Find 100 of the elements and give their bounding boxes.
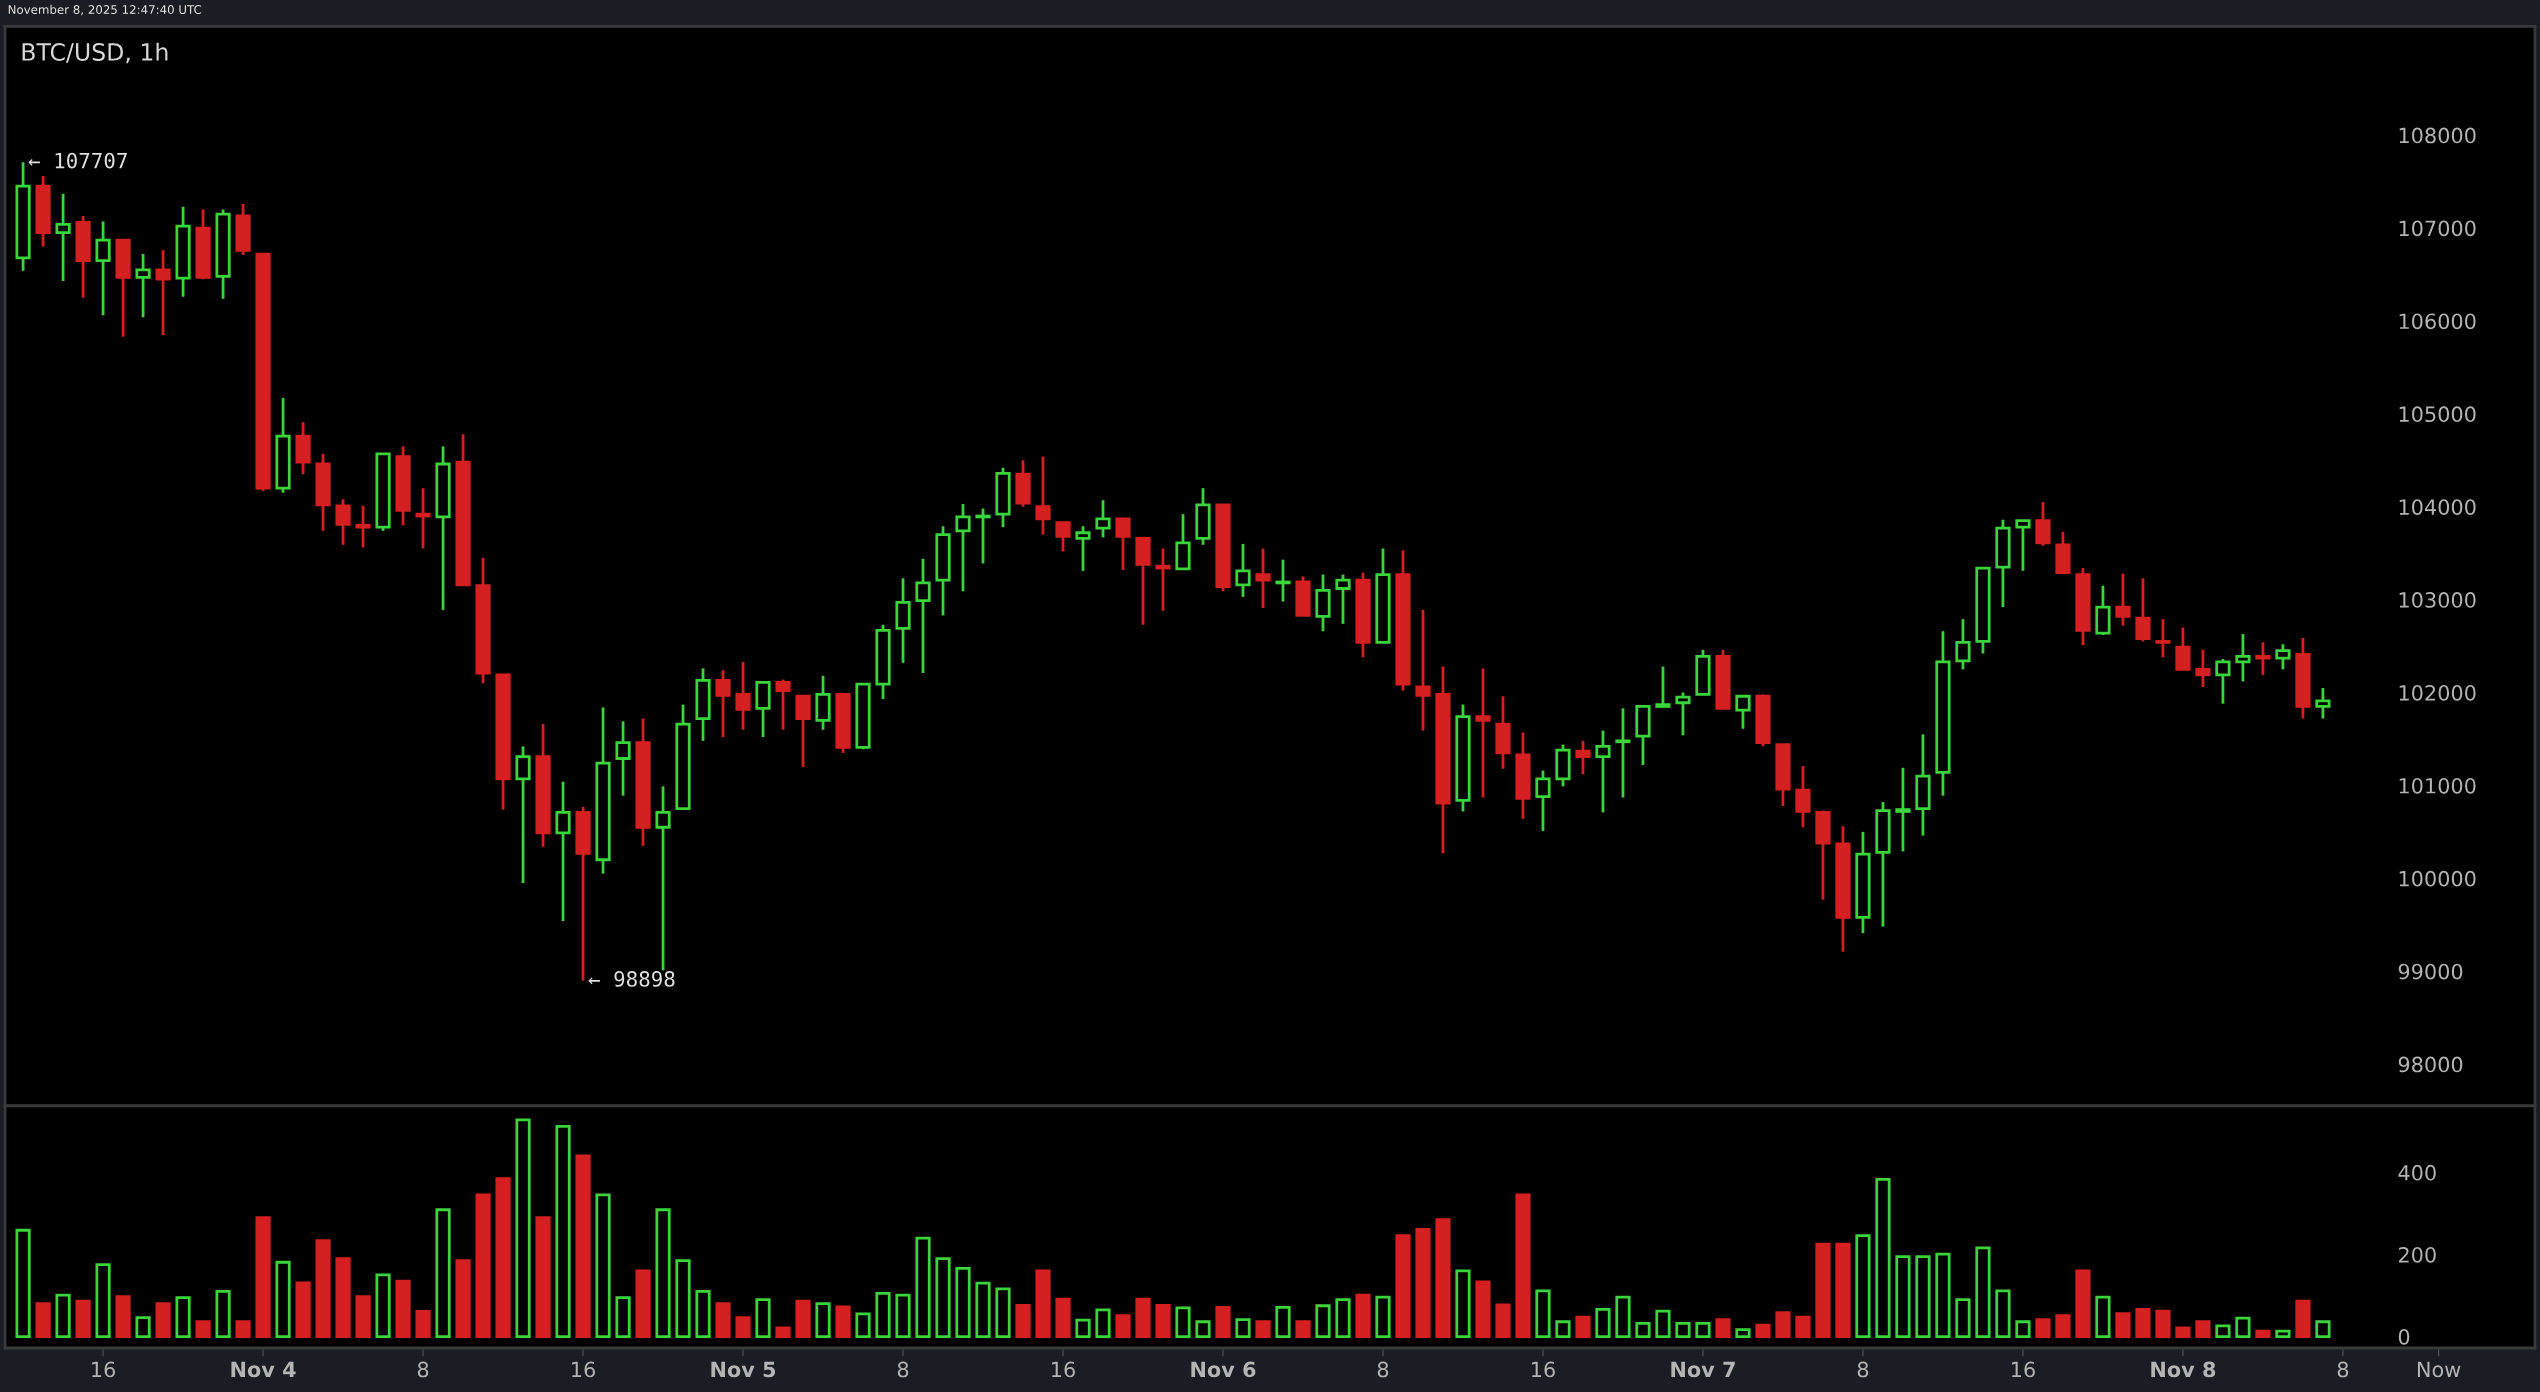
candlestick	[1795, 764, 1811, 829]
x-tick-label: Nov 7	[1671, 1361, 1735, 1378]
candlestick	[1415, 608, 1431, 733]
bar	[1435, 1218, 1451, 1338]
bar	[1035, 1269, 1051, 1338]
candlestick	[1095, 498, 1111, 539]
bar	[1455, 1269, 1471, 1338]
bar	[595, 1193, 611, 1338]
bar	[1555, 1320, 1571, 1338]
bar	[1915, 1255, 1931, 1338]
bar	[1055, 1297, 1071, 1338]
candlestick	[655, 784, 671, 972]
candlestick	[1055, 521, 1071, 553]
candlestick	[715, 668, 731, 739]
bar	[2155, 1309, 2171, 1338]
bar	[1175, 1306, 1191, 1338]
bar	[875, 1292, 891, 1338]
bar	[235, 1320, 251, 1338]
y-tick-label: 107000	[2399, 220, 2476, 237]
x-tick-label: Nov 4	[231, 1361, 296, 1378]
bar	[2035, 1318, 2051, 1338]
y-tick-label: 106000	[2399, 313, 2476, 330]
x-tick-label: 16	[1052, 1361, 1075, 1378]
bar	[975, 1281, 991, 1338]
candlestick	[2155, 617, 2171, 659]
candlestick	[1615, 706, 1631, 799]
candlestick	[1575, 739, 1591, 776]
y-tick-label: 104000	[2399, 499, 2476, 515]
bar	[2235, 1316, 2251, 1338]
bar	[375, 1273, 391, 1338]
bar	[2195, 1320, 2211, 1338]
candlestick	[135, 252, 151, 319]
bar	[2175, 1326, 2191, 1338]
bar	[355, 1295, 371, 1338]
bar	[2015, 1320, 2031, 1338]
candlestick	[955, 502, 971, 593]
bar	[1335, 1298, 1351, 1338]
bar	[275, 1260, 291, 1338]
candlestick	[1595, 729, 1611, 814]
bar	[1955, 1298, 1971, 1338]
bar	[1935, 1252, 1951, 1338]
bar	[635, 1269, 651, 1338]
candlestick	[515, 745, 531, 885]
bar	[1475, 1280, 1491, 1338]
bar	[855, 1312, 871, 1338]
bar	[1835, 1242, 1851, 1338]
bar	[1795, 1315, 1811, 1338]
x-tick-label: 8	[2337, 1361, 2349, 1378]
candlestick	[2315, 686, 2331, 720]
bar	[2115, 1312, 2131, 1338]
annotation: ← 98898	[588, 971, 675, 987]
candlestick	[1115, 517, 1131, 572]
candlestick	[555, 780, 571, 923]
y-tick-label: 103000	[2399, 592, 2476, 608]
candlestick	[1475, 667, 1491, 799]
candlestick	[2195, 648, 2211, 689]
bar	[1635, 1322, 1651, 1338]
bar	[2135, 1308, 2151, 1338]
bar	[115, 1295, 131, 1338]
candlestick	[2015, 519, 2031, 573]
y-tick-label: 400	[2398, 1164, 2436, 1181]
y-tick-label: 99000	[2398, 963, 2463, 980]
bar	[1755, 1323, 1771, 1338]
bar	[15, 1228, 31, 1338]
bar	[715, 1302, 731, 1338]
bar	[1115, 1314, 1131, 1338]
bar	[1655, 1309, 1671, 1338]
candlestick	[615, 719, 631, 798]
bar	[1495, 1303, 1511, 1338]
bar	[835, 1305, 851, 1338]
candlestick	[55, 192, 71, 283]
bar	[2055, 1314, 2071, 1338]
y-tick-label: 98000	[2398, 1056, 2463, 1073]
bar	[455, 1259, 471, 1338]
bar	[2315, 1320, 2331, 1338]
candlestick	[1535, 769, 1551, 833]
bar	[1535, 1289, 1551, 1338]
bar	[1515, 1193, 1531, 1338]
bar	[535, 1216, 551, 1338]
bar	[475, 1193, 491, 1338]
bar	[1575, 1315, 1591, 1338]
bar	[55, 1293, 71, 1338]
bar	[695, 1290, 711, 1338]
y-tick-label: 100000	[2399, 870, 2476, 887]
x-tick-label: Nov 8	[2151, 1361, 2216, 1378]
bar	[1235, 1318, 1251, 1338]
bar	[175, 1296, 191, 1338]
candlestick	[1955, 617, 1971, 671]
bar	[1215, 1306, 1231, 1338]
candlestick	[2115, 572, 2131, 628]
x-tick-label: Now	[2417, 1361, 2461, 1378]
x-tick-label: Nov 5	[711, 1361, 776, 1378]
bar	[895, 1293, 911, 1338]
candlestick	[1255, 547, 1271, 610]
candlestick	[2035, 500, 2051, 548]
bar	[335, 1257, 351, 1338]
bar	[1815, 1242, 1831, 1338]
candlestick	[915, 557, 931, 675]
candlestick	[2235, 632, 2251, 683]
x-tick-label: 8	[1857, 1361, 1869, 1378]
